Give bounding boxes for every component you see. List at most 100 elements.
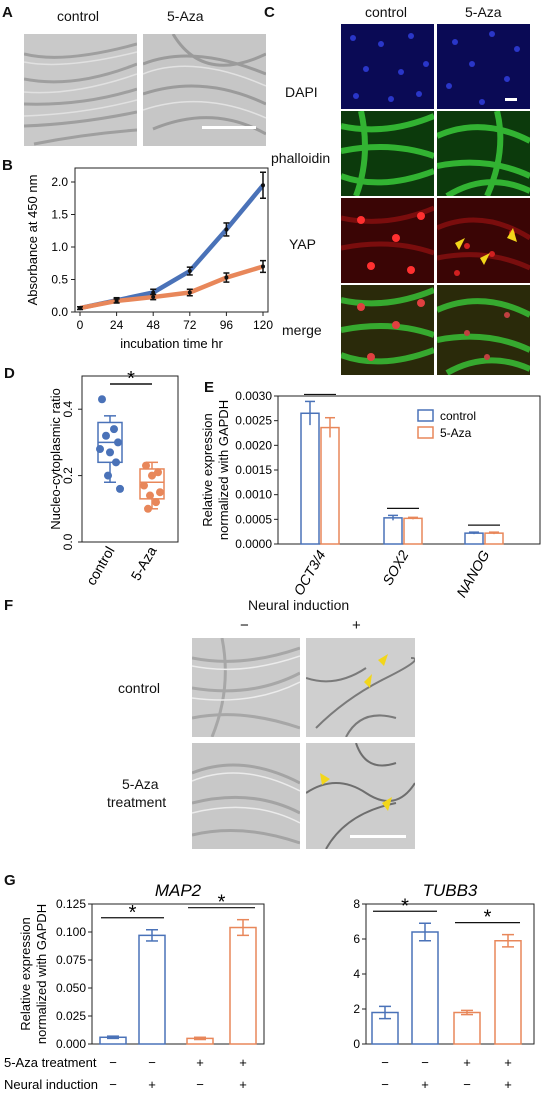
- chart-e-ytick-label: 0.0000: [235, 537, 272, 551]
- chart-d-ytick-label: 0.4: [61, 401, 75, 418]
- chart-b-xtick-label: 96: [220, 318, 234, 332]
- chart-g-sign: +: [463, 1055, 471, 1070]
- chart-e-category-label: NANOG: [453, 547, 493, 600]
- panel-c-col-control: control: [365, 4, 408, 20]
- chart-e-bar: [464, 532, 484, 545]
- chart-b-line-1: [79, 264, 264, 311]
- chart-b-xlabel: incubation time hr: [120, 336, 223, 351]
- chart-g-sign: −: [381, 1077, 389, 1092]
- chart-g-tubb3-sig-star: *: [484, 907, 492, 929]
- panel-label-d: D: [4, 365, 15, 382]
- chart-d-point: [110, 425, 118, 434]
- chart-e-bar: [383, 517, 403, 545]
- chart-e-legend-swatch: [417, 426, 434, 439]
- chart-g-tubb3-ytick-label: 4: [353, 967, 360, 981]
- micrograph-c-yap-control: [341, 198, 434, 283]
- chart-b-ytick-label: 2.0: [51, 175, 68, 189]
- panel-f-title: Neural induction: [248, 597, 350, 613]
- chart-e-ylabel-2: normalized with GAPDH: [216, 400, 231, 540]
- chart-d-category-label: control: [83, 544, 118, 588]
- chart-g-map2-title: MAP2: [155, 881, 202, 900]
- chart-g-map2-ytick-label: 0.000: [56, 1037, 86, 1051]
- micrograph-c-dapi-aza: [437, 24, 530, 109]
- scale-bar-a: [202, 126, 256, 129]
- chart-e-ytick-label: 0.0010: [235, 488, 272, 502]
- micrograph-c-merge-control: [341, 285, 434, 375]
- chart-d-point: [98, 395, 106, 404]
- chart-g-sign: −: [196, 1077, 204, 1092]
- chart-d-ytick-label: 0.0: [61, 533, 75, 550]
- chart-b-ytick-label: 1.5: [51, 208, 68, 222]
- chart-b-xtick-label: 0: [77, 318, 84, 332]
- panel-f-row-aza-2: treatment: [107, 794, 167, 810]
- panel-c-row-phalloidin: phalloidin: [271, 150, 331, 166]
- chart-g-ylabel: Relative expression: [18, 917, 33, 1030]
- chart-g-row-label: Neural induction: [4, 1077, 98, 1092]
- micrograph-c-yap-aza: [437, 198, 530, 283]
- chart-b-point: [114, 298, 119, 303]
- chart-d-point: [152, 498, 160, 507]
- chart-b-xtick-label: 72: [183, 318, 197, 332]
- panel-f-row-aza-1: 5-Aza: [122, 776, 159, 792]
- panel-f-minus: −: [240, 617, 249, 634]
- chart-d-point: [106, 448, 114, 457]
- chart-g-tubb3-bar: [494, 940, 522, 1045]
- panel-a-label-control: control: [57, 8, 100, 24]
- chart-g-tubb3-ytick-label: 2: [353, 1002, 360, 1016]
- chart-b: 0.0 0.5 1.0 1.5 2.0 0 24 48 72 96 120 incubation ti…: [25, 167, 273, 351]
- chart-g-sign: −: [421, 1055, 429, 1070]
- chart-b-point: [151, 290, 156, 295]
- chart-g-sign: +: [148, 1077, 156, 1092]
- chart-b-point: [261, 183, 265, 188]
- chart-e-ytick-label: 0.0025: [235, 414, 272, 428]
- chart-g-tubb3-ytick-label: 8: [353, 897, 360, 911]
- panel-c-row-yap: YAP: [289, 236, 316, 252]
- chart-b-ytick-label: 1.0: [51, 240, 68, 254]
- chart-g-tubb3-ytick-label: 0: [353, 1037, 360, 1051]
- chart-g-map2-ytick-label: 0.100: [56, 925, 86, 939]
- chart-d-point: [112, 458, 120, 467]
- chart-g-map2-bar: [138, 934, 166, 1045]
- micrograph-a-aza: [143, 34, 266, 146]
- chart-d-category-label: 5-Aza: [127, 543, 159, 583]
- chart-g: 0.000 0.025 0.050 0.075 0.100 0.125 MAP2 * * 0 2 4 6…: [4, 881, 535, 1092]
- chart-e-ytick-label: 0.0005: [235, 512, 272, 526]
- chart-b-xtick-label: 48: [147, 318, 161, 332]
- chart-d-point: [114, 438, 122, 447]
- chart-g-sign: +: [239, 1077, 247, 1092]
- chart-g-map2-frame: [91, 903, 265, 1045]
- chart-e-bar: [484, 532, 504, 545]
- chart-d-ytick-label: 0.2: [61, 467, 75, 484]
- chart-e: 0.0000 0.0005 0.0010 0.0015 0.0020 0.0025 0.00…: [200, 389, 541, 600]
- chart-g-map2-sig-star: *: [129, 902, 137, 924]
- chart-b-point: [187, 290, 192, 295]
- micrograph-f-aza-plus: [306, 743, 415, 849]
- chart-g-map2-ytick-label: 0.050: [56, 981, 86, 995]
- chart-g-map2-bar: [229, 926, 257, 1045]
- chart-e-bar: [320, 426, 340, 545]
- chart-g-sign: −: [109, 1055, 117, 1070]
- chart-d-point: [142, 461, 150, 470]
- chart-d-point: [154, 468, 162, 477]
- chart-e-legend-label: 5-Aza: [440, 426, 472, 440]
- micrograph-a-control: [24, 34, 137, 146]
- chart-d-point: [156, 488, 164, 497]
- chart-b-line-0: [79, 183, 265, 311]
- chart-b-point: [224, 227, 229, 232]
- chart-e-bar: [300, 412, 320, 545]
- micrograph-c-merge-aza: [437, 285, 530, 375]
- panel-f-row-control: control: [118, 680, 161, 696]
- chart-g-tubb3-bar: [453, 1011, 481, 1045]
- chart-g-sign: +: [421, 1077, 429, 1092]
- chart-g-tubb3-sig-star: *: [401, 895, 409, 917]
- chart-g-map2-ytick-label: 0.025: [56, 1009, 86, 1023]
- micrograph-c-phalloidin-aza: [437, 111, 530, 196]
- chart-b-point: [78, 306, 82, 311]
- chart-d-point: [96, 445, 104, 454]
- chart-b-point: [187, 269, 192, 274]
- chart-b-point: [261, 264, 265, 269]
- panel-label-g: G: [4, 872, 16, 889]
- chart-d-point: [104, 471, 112, 480]
- panel-a-label-aza: 5-Aza: [167, 8, 204, 24]
- panel-f-plus: +: [352, 617, 361, 634]
